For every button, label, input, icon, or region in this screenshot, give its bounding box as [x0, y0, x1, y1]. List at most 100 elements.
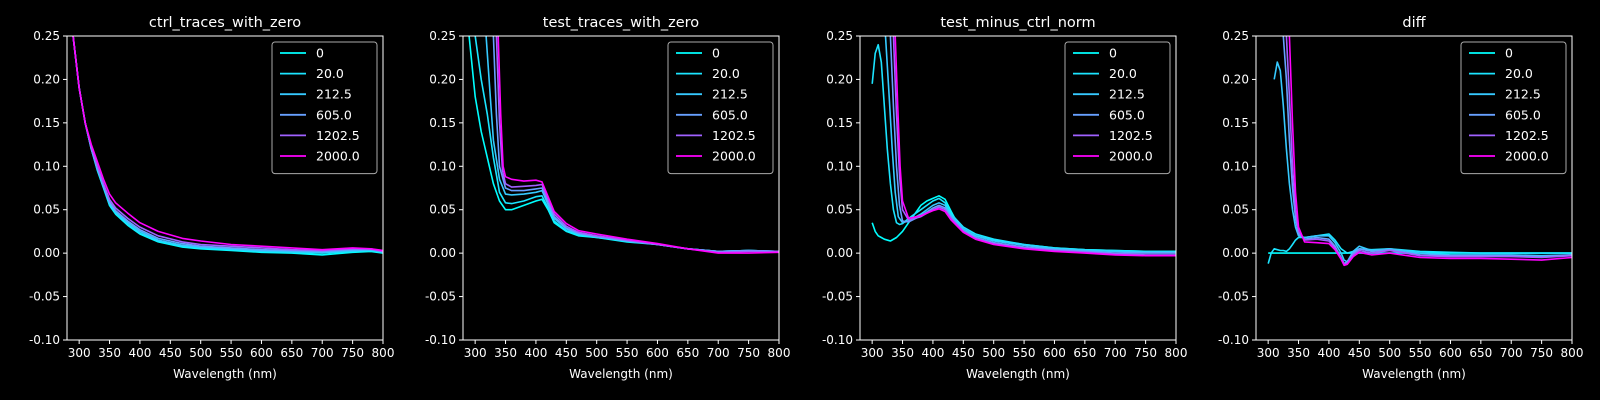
legend-label: 20.0 — [316, 66, 344, 81]
legend-label: 605.0 — [712, 107, 748, 122]
plot-area — [66, 35, 384, 341]
x-axis-label: Wavelength (nm) — [173, 367, 277, 381]
x-axis-label: Wavelength (nm) — [1362, 367, 1466, 381]
y-tick-label: 0.20 — [826, 72, 853, 86]
x-tick-label: 500 — [1378, 346, 1401, 360]
x-tick-label: 400 — [524, 346, 547, 360]
panel-title: test_traces_with_zero — [543, 15, 700, 31]
y-tick-label: 0.05 — [33, 203, 60, 217]
legend-label: 2000.0 — [1109, 149, 1153, 164]
series-group — [871, 36, 1176, 257]
y-tick-label: 0.00 — [1222, 246, 1249, 260]
x-tick-label: 800 — [768, 346, 791, 360]
y-tick-label: 0.10 — [826, 159, 853, 173]
legend: 0 20.0 212.5 605.0 1202.5 2000.0 — [1064, 41, 1171, 175]
y-tick-label: 0.25 — [1222, 29, 1249, 43]
legend-label: 1202.5 — [1505, 128, 1549, 143]
series-line-2000.0 — [894, 36, 1176, 257]
y-tick-label: 0.20 — [33, 72, 60, 86]
legend-label: 212.5 — [1505, 87, 1541, 102]
x-tick-label: 600 — [1043, 346, 1066, 360]
legend-label: 605.0 — [1109, 107, 1145, 122]
y-tick-label: -0.10 — [29, 333, 60, 347]
y-tick-label: -0.05 — [822, 290, 853, 304]
y-tick-label: 0.25 — [826, 29, 853, 43]
y-tick-label: 0.00 — [33, 246, 60, 260]
series-group — [468, 36, 779, 254]
legend-label: 212.5 — [712, 87, 748, 102]
x-tick-label: 300 — [1257, 346, 1280, 360]
y-tick-label: -0.05 — [1218, 290, 1249, 304]
x-tick-label: 750 — [341, 346, 364, 360]
axes-frame — [1255, 35, 1573, 341]
y-tick-label: 0.15 — [429, 116, 456, 130]
x-tick-label: 800 — [372, 346, 395, 360]
x-tick-label: 600 — [646, 346, 669, 360]
legend-box — [1460, 41, 1567, 175]
x-tick-label: 750 — [737, 346, 760, 360]
series-line-212.5 — [1273, 61, 1572, 263]
legend-label: 212.5 — [316, 87, 352, 102]
x-tick-label: 400 — [1317, 346, 1340, 360]
legend-label: 1202.5 — [316, 128, 360, 143]
y-tick-label: 0.05 — [429, 203, 456, 217]
axis-ticks: 300 350 400 450 500 550 600 650 700 750 800 -0.10 -0… — [1218, 29, 1584, 360]
legend-label: 0 — [1109, 46, 1117, 61]
y-tick-label: 0.15 — [1222, 116, 1249, 130]
axis-ticks: 300 350 400 450 500 550 600 650 700 750 800 -0.10 -0… — [425, 29, 791, 360]
series-line-20.0 — [871, 43, 1176, 253]
x-tick-label: 800 — [1165, 346, 1188, 360]
series-line-20.0 — [1267, 233, 1572, 264]
x-tick-label: 700 — [707, 346, 730, 360]
legend-label: 0 — [316, 46, 324, 61]
x-tick-label: 700 — [1104, 346, 1127, 360]
panel-ctrl-traces: ctrl_traces_with_zero Wavelength (nm) 30… — [29, 15, 395, 381]
legend-label: 1202.5 — [1109, 128, 1153, 143]
legend-label: 2000.0 — [1505, 149, 1549, 164]
x-tick-label: 800 — [1561, 346, 1584, 360]
legend-box — [667, 41, 774, 175]
x-tick-label: 550 — [1409, 346, 1432, 360]
y-tick-label: 0.25 — [429, 29, 456, 43]
y-tick-label: 0.10 — [1222, 159, 1249, 173]
y-tick-label: 0.10 — [33, 159, 60, 173]
x-axis-label: Wavelength (nm) — [569, 367, 673, 381]
y-tick-label: -0.10 — [822, 333, 853, 347]
panel-title: diff — [1402, 15, 1426, 31]
legend-label: 2000.0 — [712, 149, 756, 164]
panel-test-traces: test_traces_with_zero Wavelength (nm) 30… — [425, 15, 791, 381]
x-tick-label: 650 — [1469, 346, 1492, 360]
plot-area — [1255, 35, 1573, 341]
x-tick-label: 650 — [1073, 346, 1096, 360]
legend-box — [271, 41, 378, 175]
x-tick-label: 550 — [220, 346, 243, 360]
x-tick-label: 400 — [128, 346, 151, 360]
x-tick-label: 650 — [676, 346, 699, 360]
x-tick-label: 300 — [464, 346, 487, 360]
legend-label: 1202.5 — [712, 128, 756, 143]
legend-label: 0 — [712, 46, 720, 61]
x-tick-label: 700 — [1500, 346, 1523, 360]
x-tick-label: 750 — [1134, 346, 1157, 360]
series-line-2000.0 — [497, 36, 779, 254]
legend-label: 605.0 — [316, 107, 352, 122]
x-tick-label: 700 — [311, 346, 334, 360]
x-tick-label: 350 — [891, 346, 914, 360]
x-tick-label: 600 — [1439, 346, 1462, 360]
y-tick-label: 0.10 — [429, 159, 456, 173]
y-tick-label: 0.00 — [429, 246, 456, 260]
x-tick-label: 550 — [1013, 346, 1036, 360]
panel-title: test_minus_ctrl_norm — [940, 15, 1095, 31]
legend-label: 605.0 — [1505, 107, 1541, 122]
legend-label: 2000.0 — [316, 149, 360, 164]
panel-test-minus-ctrl-norm: test_minus_ctrl_norm Wavelength (nm) 300… — [822, 15, 1188, 381]
x-tick-label: 500 — [585, 346, 608, 360]
x-tick-label: 400 — [921, 346, 944, 360]
legend: 0 20.0 212.5 605.0 1202.5 2000.0 — [1460, 41, 1567, 175]
series-line-2000.0 — [1288, 36, 1572, 267]
x-tick-label: 600 — [250, 346, 273, 360]
legend-label: 212.5 — [1109, 87, 1145, 102]
series-group — [72, 36, 383, 256]
